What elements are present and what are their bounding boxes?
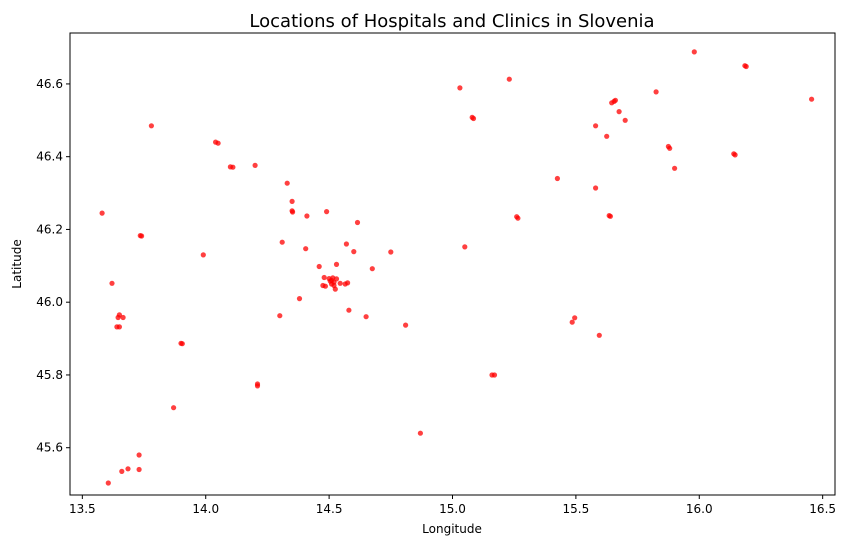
data-point bbox=[200, 252, 206, 258]
data-point bbox=[332, 286, 338, 292]
data-point bbox=[290, 209, 296, 215]
data-point bbox=[324, 209, 330, 215]
data-point bbox=[303, 246, 309, 252]
data-point bbox=[596, 332, 602, 338]
data-point bbox=[284, 180, 290, 186]
data-point bbox=[622, 117, 628, 123]
data-point bbox=[254, 383, 261, 389]
data-point bbox=[252, 162, 258, 168]
data-point bbox=[653, 89, 659, 95]
data-point bbox=[296, 296, 303, 302]
data-point bbox=[178, 340, 184, 346]
data-point bbox=[809, 96, 815, 102]
data-point bbox=[612, 97, 619, 103]
data-point bbox=[316, 263, 322, 270]
data-point bbox=[322, 283, 328, 289]
x-tick-label: 14.0 bbox=[192, 502, 219, 516]
data-point bbox=[99, 210, 105, 216]
x-tick-label: 15.5 bbox=[563, 502, 590, 516]
x-tick-label: 16.5 bbox=[809, 502, 836, 516]
data-point bbox=[354, 219, 361, 226]
data-point bbox=[607, 213, 614, 219]
x-tick-label: 13.5 bbox=[69, 502, 96, 516]
data-point bbox=[337, 280, 343, 286]
data-point bbox=[417, 430, 423, 436]
data-point bbox=[593, 185, 599, 191]
data-point bbox=[369, 266, 375, 272]
data-point bbox=[515, 215, 521, 221]
data-point bbox=[593, 123, 599, 129]
data-point bbox=[230, 164, 236, 170]
plot-area bbox=[69, 32, 836, 496]
y-axis-label: Latitude bbox=[10, 239, 24, 288]
data-point bbox=[215, 140, 221, 146]
y-tick-label: 45.8 bbox=[36, 368, 63, 382]
chart-title: Locations of Hospitals and Clinics in Sl… bbox=[249, 11, 654, 32]
x-axis-label: Longitude bbox=[422, 522, 482, 536]
data-point bbox=[457, 85, 463, 91]
data-point bbox=[691, 49, 697, 55]
data-point bbox=[346, 307, 352, 313]
y-tick-label: 46.4 bbox=[36, 150, 63, 164]
x-axis-ticks: 13.5 14.0 14.5 15.0 15.5 16.0 16.5 bbox=[69, 495, 836, 516]
x-tick-label: 15.0 bbox=[439, 502, 466, 516]
data-point bbox=[148, 123, 154, 129]
data-point bbox=[732, 152, 738, 158]
data-point bbox=[137, 233, 143, 239]
data-point bbox=[304, 213, 310, 219]
data-point bbox=[470, 115, 477, 122]
data-point bbox=[279, 239, 285, 245]
data-point bbox=[604, 133, 610, 139]
data-point bbox=[616, 109, 622, 115]
data-point bbox=[351, 249, 357, 255]
data-point bbox=[672, 165, 678, 171]
data-point bbox=[403, 322, 409, 328]
data-point bbox=[120, 314, 126, 321]
x-tick-label: 14.5 bbox=[316, 502, 343, 516]
data-point bbox=[363, 314, 369, 320]
y-tick-label: 46.2 bbox=[36, 222, 63, 236]
data-point bbox=[569, 319, 575, 325]
data-point bbox=[333, 261, 340, 267]
data-point bbox=[136, 466, 142, 473]
data-point bbox=[115, 314, 121, 321]
data-point bbox=[388, 249, 394, 255]
data-point bbox=[119, 468, 125, 474]
data-point bbox=[343, 241, 349, 247]
data-point bbox=[462, 244, 468, 250]
y-tick-label: 45.6 bbox=[36, 441, 63, 455]
data-point bbox=[554, 175, 561, 182]
data-point bbox=[333, 276, 340, 282]
data-point bbox=[743, 63, 749, 70]
data-point bbox=[109, 280, 115, 286]
data-point bbox=[289, 198, 295, 204]
data-points bbox=[99, 49, 815, 486]
data-point bbox=[105, 480, 111, 486]
y-tick-label: 46.6 bbox=[36, 77, 63, 91]
data-point bbox=[125, 466, 131, 472]
data-point bbox=[321, 274, 327, 281]
data-point bbox=[667, 145, 673, 151]
data-point bbox=[572, 315, 578, 321]
data-point bbox=[171, 405, 177, 411]
y-tick-label: 46.0 bbox=[36, 295, 63, 309]
data-point bbox=[491, 372, 498, 378]
data-point bbox=[506, 76, 512, 82]
data-point bbox=[116, 324, 122, 330]
data-point bbox=[136, 452, 142, 458]
x-tick-label: 16.0 bbox=[686, 502, 713, 516]
y-axis-ticks: 45.6 45.8 46.0 46.2 46.4 46.6 bbox=[36, 77, 70, 455]
data-point bbox=[277, 313, 283, 319]
data-point bbox=[345, 280, 351, 286]
